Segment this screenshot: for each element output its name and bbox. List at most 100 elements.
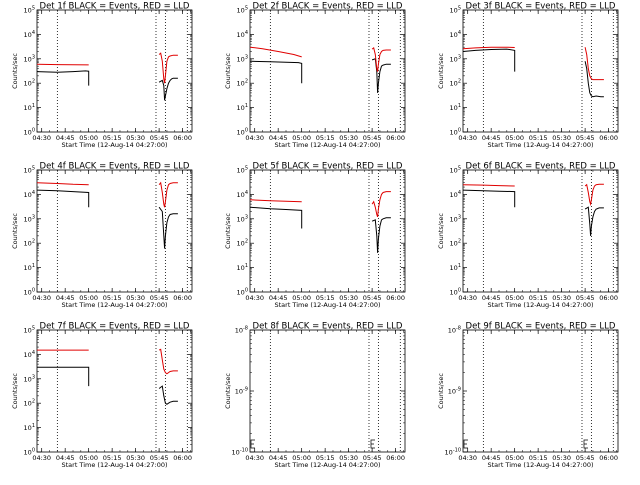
empty-data-marker: [463, 439, 468, 449]
x-axis-label: Start Time (12-Aug-14 04:27:00): [487, 301, 593, 309]
x-tick-label: 05:00: [505, 134, 524, 142]
x-tick-label: 04:30: [458, 454, 477, 462]
series-line-events-seg1: [37, 366, 90, 387]
y-axis-label: Counts/sec: [437, 373, 445, 409]
series-line-events-seg1: [462, 48, 516, 72]
y-tick-label: 104: [237, 30, 248, 39]
x-tick-label: 05:30: [126, 134, 145, 142]
series-line-lld-seg2: [158, 348, 178, 375]
x-tick-label: 05:45: [150, 294, 169, 302]
y-tick-label: 103: [24, 214, 35, 223]
y-tick-label: 103: [24, 374, 35, 383]
x-tick-label: 05:45: [576, 294, 595, 302]
x-tick-label: 05:45: [363, 134, 382, 142]
y-tick-label: 103: [237, 54, 248, 63]
plot-frame: [36, 9, 193, 133]
y-tick-label: 100: [24, 128, 35, 137]
y-tick-label: 10-8: [235, 326, 248, 335]
x-tick-label: 04:45: [56, 454, 75, 462]
empty-data-marker: [250, 439, 255, 449]
x-tick-label: 05:00: [292, 454, 311, 462]
y-tick-label: 10-10: [232, 448, 248, 457]
y-tick-label: 105: [450, 6, 461, 15]
x-tick-label: 05:00: [79, 294, 98, 302]
x-tick-label: 05:00: [79, 454, 98, 462]
y-tick-label: 104: [450, 30, 461, 39]
x-tick-label: 05:30: [552, 134, 571, 142]
panel-det-8: Det 8f BLACK = Events, RED = LLD 10-10 10-…: [224, 322, 406, 469]
y-tick-label: 100: [450, 288, 461, 297]
y-tick-label: 103: [450, 214, 461, 223]
y-tick-label: 101: [237, 103, 248, 112]
y-axis-label: Counts/sec: [11, 213, 19, 249]
y-tick-label: 105: [24, 6, 35, 15]
x-tick-label: 04:45: [269, 454, 288, 462]
x-tick-label: 05:00: [292, 134, 311, 142]
series-line-events-seg1: [249, 206, 303, 229]
y-tick-label: 100: [237, 288, 248, 297]
y-tick-label: 105: [24, 166, 35, 175]
series-line-lld-seg1: [249, 46, 302, 58]
x-tick-label: 05:00: [505, 294, 524, 302]
x-tick-label: 05:45: [150, 134, 169, 142]
x-tick-label: 04:45: [482, 134, 501, 142]
plot-frame: [36, 329, 193, 453]
panel-det-2: Det 2f BLACK = Events, RED = LLD 100 101 10…: [224, 2, 406, 149]
x-tick-label: 04:45: [56, 294, 75, 302]
x-tick-label: 05:15: [316, 134, 335, 142]
x-tick-label: 05:30: [339, 454, 358, 462]
y-tick-label: 102: [237, 79, 248, 88]
plot-frame: [36, 169, 193, 293]
x-tick-label: 06:00: [386, 294, 405, 302]
x-tick-label: 04:30: [245, 454, 264, 462]
x-tick-label: 05:15: [529, 134, 548, 142]
x-tick-label: 06:00: [173, 454, 192, 462]
y-tick-label: 100: [24, 448, 35, 457]
x-tick-label: 05:30: [552, 294, 571, 302]
x-tick-label: 04:30: [245, 294, 264, 302]
x-tick-label: 06:00: [599, 134, 618, 142]
panel-title: Det 9f BLACK = Events, RED = LLD: [466, 322, 616, 332]
x-tick-label: 04:30: [245, 134, 264, 142]
x-tick-label: 04:30: [32, 134, 51, 142]
series-line-lld-seg2: [158, 52, 178, 84]
x-tick-label: 05:45: [576, 454, 595, 462]
series-line-lld-seg1: [36, 182, 89, 186]
x-tick-label: 05:45: [363, 294, 382, 302]
y-tick-label: 101: [24, 263, 35, 272]
y-tick-label: 102: [24, 399, 35, 408]
y-tick-label: 101: [450, 263, 461, 272]
x-tick-label: 05:15: [316, 454, 335, 462]
panel-title: Det 3f BLACK = Events, RED = LLD: [466, 2, 616, 12]
y-axis-label: Counts/sec: [437, 213, 445, 249]
y-tick-label: 100: [237, 128, 248, 137]
x-tick-label: 05:15: [529, 454, 548, 462]
x-tick-label: 04:45: [56, 134, 75, 142]
x-tick-label: 05:30: [126, 454, 145, 462]
series-line-lld-seg1: [36, 63, 89, 66]
x-axis-label: Start Time (12-Aug-14 04:27:00): [274, 461, 380, 469]
y-tick-label: 104: [237, 190, 248, 199]
x-tick-label: 05:30: [339, 134, 358, 142]
panel-title: Det 7f BLACK = Events, RED = LLD: [40, 322, 190, 332]
x-tick-label: 06:00: [599, 454, 618, 462]
x-axis-label: Start Time (12-Aug-14 04:27:00): [487, 141, 593, 149]
x-tick-label: 05:45: [576, 134, 595, 142]
panel-det-6: Det 6f BLACK = Events, RED = LLD 100 101 10…: [437, 162, 619, 309]
y-tick-label: 101: [24, 423, 35, 432]
y-axis-label: Counts/sec: [224, 53, 232, 89]
x-tick-label: 05:45: [363, 454, 382, 462]
y-tick-label: 10-9: [448, 387, 461, 396]
panel-title: Det 4f BLACK = Events, RED = LLD: [40, 162, 190, 172]
y-tick-label: 105: [237, 166, 248, 175]
panel-title: Det 5f BLACK = Events, RED = LLD: [253, 162, 403, 172]
panel-title: Det 1f BLACK = Events, RED = LLD: [40, 2, 190, 12]
series-line-lld-seg2: [584, 183, 604, 207]
panel-title: Det 6f BLACK = Events, RED = LLD: [466, 162, 616, 172]
y-tick-label: 101: [237, 263, 248, 272]
plot-frame: [249, 329, 406, 453]
empty-data-marker: [583, 439, 588, 449]
series-line-events-seg1: [462, 189, 516, 208]
y-tick-label: 101: [24, 103, 35, 112]
